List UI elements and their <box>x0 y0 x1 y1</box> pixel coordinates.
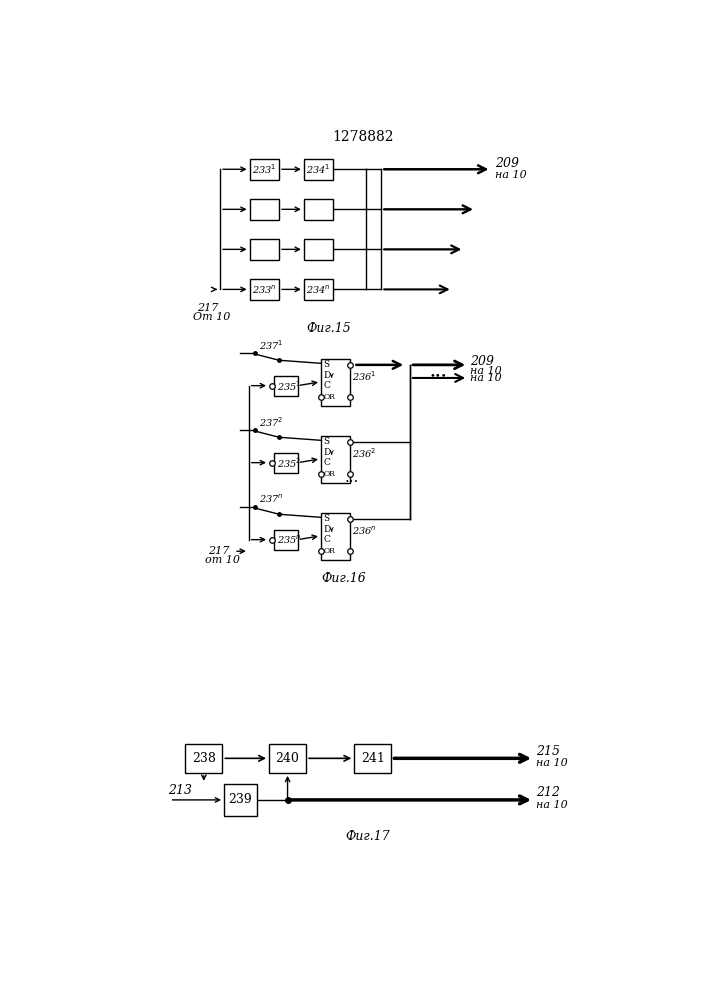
Text: 234$^1$: 234$^1$ <box>306 162 330 176</box>
Text: 238: 238 <box>192 752 216 765</box>
Bar <box>321 436 351 483</box>
Text: на 10: на 10 <box>469 373 501 383</box>
Text: 241: 241 <box>361 752 385 765</box>
Text: 233$^1$: 233$^1$ <box>252 162 276 176</box>
Text: 237$^{n}$: 237$^{n}$ <box>259 493 284 505</box>
Bar <box>274 530 298 550</box>
Bar <box>250 239 279 260</box>
Bar <box>250 279 279 300</box>
Bar <box>269 744 306 773</box>
Text: Фиг.16: Фиг.16 <box>322 572 366 585</box>
Text: S: S <box>323 514 329 523</box>
Text: 234$^n$: 234$^n$ <box>306 283 331 296</box>
Text: D: D <box>323 371 330 380</box>
Bar <box>304 279 333 300</box>
Text: S: S <box>323 437 329 446</box>
Text: на 10: на 10 <box>495 170 527 180</box>
Text: на 10: на 10 <box>469 366 501 376</box>
Bar <box>354 744 392 773</box>
Text: Фиг.15: Фиг.15 <box>306 322 351 335</box>
Text: OR: OR <box>323 547 335 555</box>
Text: 235$^{1}$: 235$^{1}$ <box>276 379 301 393</box>
Text: 236$^{n}$: 236$^{n}$ <box>352 524 376 537</box>
Bar <box>304 199 333 220</box>
Text: 233$^n$: 233$^n$ <box>252 283 276 296</box>
Text: Фиг.17: Фиг.17 <box>345 830 390 843</box>
Text: OR: OR <box>323 393 335 401</box>
Text: 209: 209 <box>469 355 493 368</box>
Text: 217: 217 <box>197 303 218 313</box>
Text: D: D <box>323 448 330 457</box>
Text: C: C <box>323 381 330 390</box>
Text: 217: 217 <box>209 546 230 556</box>
Bar <box>321 359 351 406</box>
Text: 215: 215 <box>537 745 561 758</box>
Text: 237$^{1}$: 237$^{1}$ <box>259 338 284 352</box>
Bar <box>304 158 333 180</box>
Text: 209: 209 <box>495 157 519 170</box>
Text: ...: ... <box>345 471 359 485</box>
Text: C: C <box>323 535 330 544</box>
Text: 235$^{n}$: 235$^{n}$ <box>276 533 301 546</box>
Bar <box>274 376 298 396</box>
Bar <box>304 239 333 260</box>
Text: 212: 212 <box>537 786 561 799</box>
Text: D: D <box>323 525 330 534</box>
Text: OR: OR <box>323 470 335 478</box>
Text: C: C <box>323 458 330 467</box>
Text: от 10: от 10 <box>204 555 240 565</box>
Text: 235$^{2}$: 235$^{2}$ <box>276 456 301 470</box>
Text: 1278882: 1278882 <box>332 130 394 144</box>
Text: на 10: на 10 <box>537 758 568 768</box>
Bar <box>321 513 351 560</box>
Bar <box>185 744 223 773</box>
Text: 236$^{1}$: 236$^{1}$ <box>352 370 376 383</box>
Text: S: S <box>323 360 329 369</box>
Bar <box>250 158 279 180</box>
Text: От 10: От 10 <box>193 312 230 322</box>
Bar <box>250 199 279 220</box>
Text: 240: 240 <box>276 752 300 765</box>
Text: 237$^{2}$: 237$^{2}$ <box>259 415 284 429</box>
Text: 236$^{2}$: 236$^{2}$ <box>352 447 376 460</box>
Text: •••: ••• <box>429 371 447 380</box>
Text: 213: 213 <box>168 784 192 797</box>
Text: 239: 239 <box>228 793 252 806</box>
Text: на 10: на 10 <box>537 800 568 810</box>
Bar <box>224 784 257 816</box>
Bar <box>274 453 298 473</box>
